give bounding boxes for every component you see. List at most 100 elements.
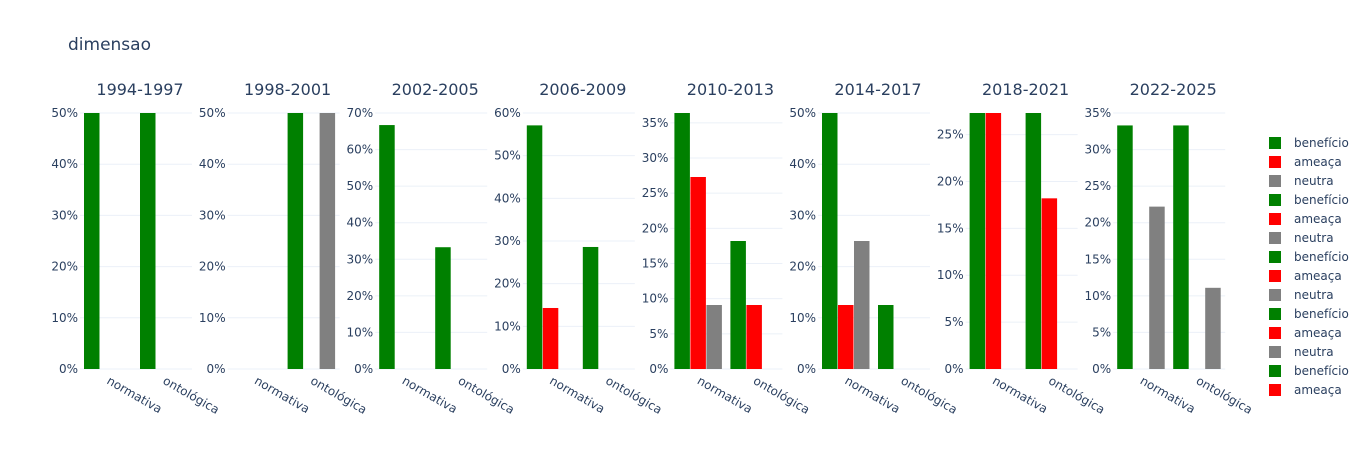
- legend-label: ameaça: [1294, 155, 1342, 169]
- panel-2010-2013: 2010-2013 0% 5% 10% 15% 20% 25% 30% 35% normativa…: [642, 80, 812, 417]
- y-tick-label: 50%: [494, 149, 521, 163]
- legend-label: ameaça: [1294, 326, 1342, 340]
- x-tick-label: ontológica: [603, 373, 664, 416]
- legend-item[interactable]: benefício: [1269, 250, 1349, 264]
- bar-benefício-normativa: [969, 113, 986, 369]
- bar-benefício-ontológica: [1025, 113, 1042, 369]
- panel-1998-2001: 1998-2001 0% 10% 20% 30% 40% 50% normativaontol…: [199, 80, 369, 417]
- legend-item[interactable]: benefício: [1269, 136, 1349, 150]
- bar-benefício-ontológica: [878, 305, 894, 369]
- x-tick-label: ontológica: [1046, 373, 1107, 416]
- y-tick-label: 40%: [789, 157, 816, 171]
- bar-benefício-normativa: [1117, 125, 1133, 369]
- panel-title: 2014-2017: [834, 80, 921, 99]
- y-tick-label: 0%: [207, 362, 226, 376]
- x-tick-label: ontológica: [751, 373, 812, 416]
- y-tick-label: 40%: [51, 157, 78, 171]
- legend-swatch: [1269, 137, 1281, 149]
- panel-title: 2002-2005: [392, 80, 479, 99]
- y-tick-label: 20%: [937, 174, 964, 188]
- bar-ameaça-normativa: [985, 113, 1002, 369]
- legend-item[interactable]: ameaça: [1269, 212, 1342, 226]
- legend-item[interactable]: ameaça: [1269, 269, 1342, 283]
- legend-swatch: [1269, 289, 1281, 301]
- panel-title: 1998-2001: [244, 80, 331, 99]
- y-tick-label: 15%: [937, 221, 964, 235]
- x-tick-label: normativa: [547, 373, 607, 416]
- y-tick-label: 0%: [945, 362, 964, 376]
- legend-label: neutra: [1294, 231, 1334, 245]
- bar-benefício-ontológica: [435, 247, 451, 369]
- y-tick-label: 0%: [502, 362, 521, 376]
- y-tick-label: 35%: [642, 116, 669, 130]
- bar-neutra-normativa: [854, 241, 870, 369]
- x-tick-label: ontológica: [456, 373, 517, 416]
- legend-label: benefício: [1294, 364, 1349, 378]
- panel-2018-2021: 2018-2021 0% 5% 10% 15% 20% 25% normativaontoló…: [937, 80, 1107, 417]
- y-tick-label: 20%: [789, 260, 816, 274]
- legend-item[interactable]: neutra: [1269, 345, 1334, 359]
- legend-swatch: [1269, 213, 1281, 225]
- y-tick-label: 30%: [199, 208, 226, 222]
- y-tick-label: 40%: [347, 216, 374, 230]
- y-tick-label: 50%: [199, 106, 226, 120]
- legend-label: benefício: [1294, 136, 1349, 150]
- legend-item[interactable]: ameaça: [1269, 155, 1342, 169]
- bar-benefício-ontológica: [1173, 125, 1189, 369]
- y-tick-label: 10%: [494, 319, 521, 333]
- y-tick-label: 10%: [199, 311, 226, 325]
- y-tick-label: 5%: [649, 327, 668, 341]
- bar-ameaça-normativa: [690, 177, 706, 369]
- y-tick-label: 30%: [642, 151, 669, 165]
- legend-item[interactable]: ameaça: [1269, 326, 1342, 340]
- bar-ameaça-ontológica: [1041, 198, 1058, 369]
- legend-item[interactable]: neutra: [1269, 174, 1334, 188]
- bar-benefício-normativa: [526, 125, 543, 369]
- legend-swatch: [1269, 308, 1281, 320]
- legend-label: neutra: [1294, 288, 1334, 302]
- x-tick-label: normativa: [400, 373, 460, 416]
- x-tick-label: normativa: [105, 373, 165, 416]
- panel-1994-1997: 1994-1997 0% 10% 20% 30% 40% 50% normativaontol…: [51, 80, 221, 417]
- legend-item[interactable]: neutra: [1269, 288, 1334, 302]
- bar-benefício-ontológica: [730, 241, 746, 369]
- y-tick-label: 0%: [1092, 362, 1111, 376]
- bar-benefício-normativa: [84, 113, 100, 369]
- y-tick-label: 0%: [354, 362, 373, 376]
- bar-benefício-normativa: [674, 113, 690, 369]
- y-tick-label: 5%: [1092, 325, 1111, 339]
- legend-item[interactable]: ameaça: [1269, 383, 1342, 397]
- y-tick-label: 20%: [347, 289, 374, 303]
- legend[interactable]: benefício ameaça neutra benefício ameaça neut…: [1269, 136, 1349, 397]
- y-tick-label: 20%: [494, 277, 521, 291]
- bar-neutra-ontológica: [1205, 287, 1221, 369]
- legend-item[interactable]: benefício: [1269, 307, 1349, 321]
- panel-2006-2009: 2006-2009 0% 10% 20% 30% 40% 50% 60% normativaon…: [494, 80, 664, 417]
- legend-swatch: [1269, 384, 1281, 396]
- y-tick-label: 10%: [1085, 289, 1112, 303]
- legend-item[interactable]: benefício: [1269, 364, 1349, 378]
- panel-title: 2006-2009: [539, 80, 626, 99]
- legend-swatch: [1269, 270, 1281, 282]
- legend-swatch: [1269, 251, 1281, 263]
- chart-title: dimensao: [68, 35, 151, 55]
- y-tick-label: 30%: [789, 208, 816, 222]
- legend-label: ameaça: [1294, 212, 1342, 226]
- legend-label: benefício: [1294, 193, 1349, 207]
- panel-2002-2005: 2002-2005 0% 10% 20% 30% 40% 50% 60% 70% normativ…: [347, 80, 517, 417]
- y-tick-label: 50%: [347, 179, 374, 193]
- y-tick-label: 35%: [1085, 106, 1112, 120]
- y-tick-label: 0%: [59, 362, 78, 376]
- legend-item[interactable]: benefício: [1269, 193, 1349, 207]
- y-tick-label: 30%: [347, 252, 374, 266]
- bar-benefício-ontológica: [140, 113, 156, 369]
- legend-swatch: [1269, 365, 1281, 377]
- y-tick-label: 50%: [789, 106, 816, 120]
- y-tick-label: 70%: [347, 106, 374, 120]
- y-tick-label: 0%: [797, 362, 816, 376]
- y-tick-label: 0%: [649, 362, 668, 376]
- legend-swatch: [1269, 346, 1281, 358]
- legend-item[interactable]: neutra: [1269, 231, 1334, 245]
- y-tick-label: 15%: [1085, 252, 1112, 266]
